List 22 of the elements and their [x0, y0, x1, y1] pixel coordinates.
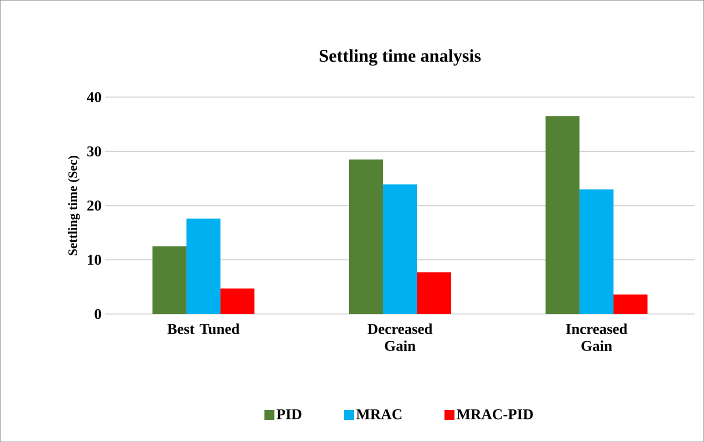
legend-label: MRAC — [356, 409, 402, 420]
y-tick-label: 30 — [87, 146, 102, 156]
bar — [546, 116, 580, 314]
bar — [349, 159, 383, 314]
bar — [152, 246, 186, 314]
bar — [580, 189, 614, 314]
y-tick-label: 10 — [88, 254, 102, 265]
legend-label: MRAC-PID — [456, 409, 533, 420]
bar — [220, 288, 254, 314]
y-tick-label: 20 — [87, 200, 102, 211]
y-axis-title: Settling time (Sec) — [68, 156, 80, 256]
x-tick-label: Increased Gain — [566, 323, 628, 351]
bar — [614, 294, 648, 314]
bar — [186, 218, 220, 314]
y-tick-label: 40 — [86, 92, 102, 102]
legend-label: PID — [276, 409, 302, 420]
x-tick-label: Decreased Gain — [368, 323, 432, 351]
chart-title: Settling time analysis — [320, 49, 481, 66]
y-tick-label: 0 — [94, 308, 102, 319]
bar — [416, 272, 451, 314]
x-tick-label: Best Tuned — [167, 323, 240, 334]
bar — [382, 184, 417, 314]
